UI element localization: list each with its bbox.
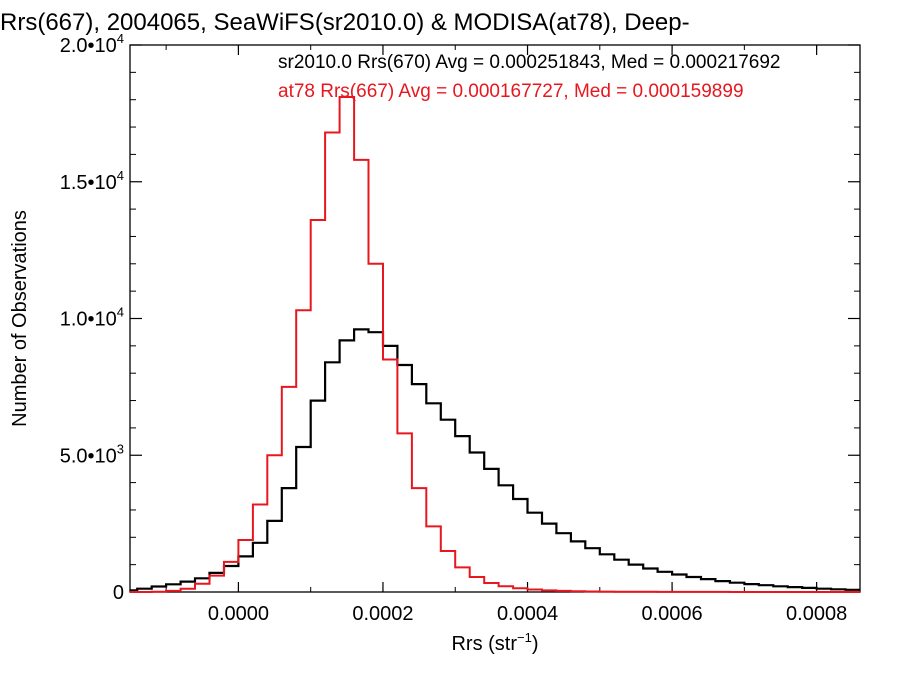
y-axis: 0 5.0•103 1.0•104 1.5•104 2.0•104 bbox=[60, 31, 860, 604]
x-tick-label: 0.0008 bbox=[786, 603, 847, 625]
chart-title: Rrs(667), 2004065, SeaWiFS(sr2010.0) & M… bbox=[0, 9, 690, 36]
y-axis-label: Number of Observations bbox=[9, 210, 31, 427]
y-tick-label: 2.0•104 bbox=[60, 31, 124, 57]
x-axis-label-base: Rrs (str bbox=[451, 633, 517, 655]
series-group bbox=[130, 96, 860, 593]
x-tick-label: 0.0004 bbox=[497, 603, 558, 625]
x-axis-label-close: ) bbox=[532, 633, 539, 655]
x-axis: 0.0000 0.0002 0.0004 0.0006 0.0008 bbox=[165, 45, 847, 625]
legend-entry-at78: at78 Rrs(667) Avg = 0.000167727, Med = 0… bbox=[278, 81, 744, 102]
legend-entry-sr2010: sr2010.0 Rrs(670) Avg = 0.000251843, Med… bbox=[278, 52, 780, 73]
y-tick-label: 0 bbox=[113, 582, 124, 604]
y-tick-label: 1.0•104 bbox=[60, 305, 124, 331]
y-tick-label: 5.0•103 bbox=[60, 441, 124, 467]
y-tick-label: 1.5•104 bbox=[60, 168, 124, 194]
x-tick-label: 0.0002 bbox=[352, 603, 413, 625]
series-line-1 bbox=[130, 96, 860, 593]
x-tick-label: 0.0006 bbox=[641, 603, 702, 625]
x-axis-label: Rrs (str−1) bbox=[451, 630, 538, 655]
x-axis-label-exponent: −1 bbox=[517, 630, 532, 645]
plot-area bbox=[129, 44, 861, 593]
plot-frame bbox=[129, 44, 861, 593]
series-line-0 bbox=[130, 328, 860, 592]
x-tick-label: 0.0000 bbox=[208, 603, 269, 625]
